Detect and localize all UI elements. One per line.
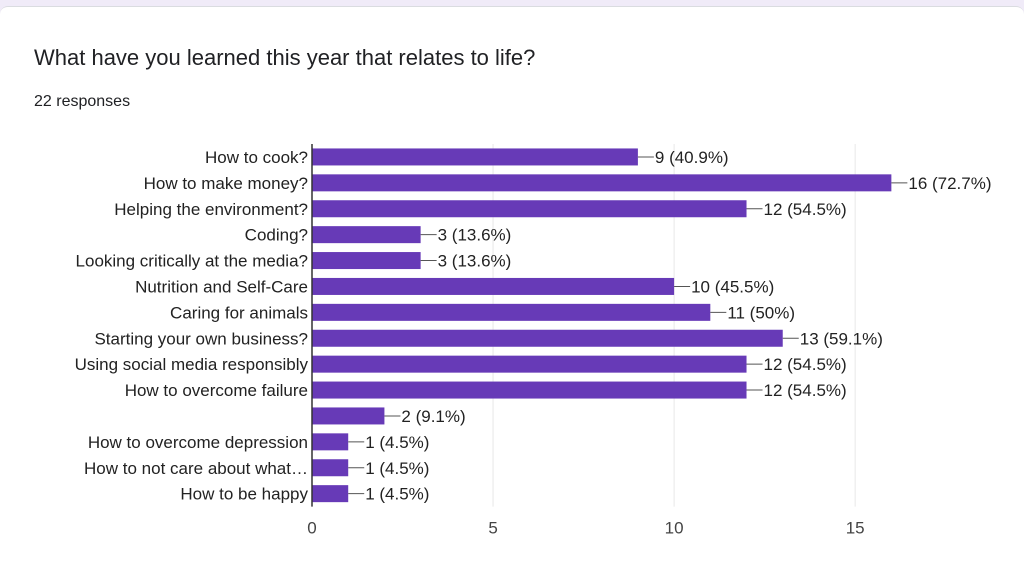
data-label: 10 (45.5%) (691, 277, 774, 296)
category-label: How to overcome failure (125, 381, 308, 400)
bar (312, 381, 747, 399)
data-label: 13 (59.1%) (800, 329, 883, 348)
data-label: 12 (54.5%) (764, 200, 847, 219)
bar (312, 303, 711, 321)
bar (312, 226, 421, 244)
data-label: 12 (54.5%) (764, 381, 847, 400)
category-label: Helping the environment? (114, 200, 308, 219)
data-label: 1 (4.5%) (365, 485, 429, 504)
bar (312, 252, 421, 270)
category-label: How to be happy (180, 485, 308, 504)
category-label: Nutrition and Self-Care (135, 277, 308, 296)
category-label: How to not care about what… (84, 459, 308, 478)
data-label: 16 (72.7%) (908, 174, 991, 193)
category-label: Caring for animals (170, 303, 308, 322)
category-label: How to overcome depression (88, 433, 308, 452)
x-tick-label: 15 (846, 519, 865, 538)
x-tick-label: 10 (665, 519, 684, 538)
data-label: 9 (40.9%) (655, 148, 729, 167)
bar (312, 148, 638, 166)
x-tick-label: 5 (488, 519, 497, 538)
grid-lines (492, 144, 856, 507)
bar (312, 329, 783, 347)
bar (312, 355, 747, 373)
question-title: What have you learned this year that rel… (34, 45, 536, 70)
data-label: 1 (4.5%) (365, 433, 429, 452)
data-label: 12 (54.5%) (764, 355, 847, 374)
labels: 0 5 10 15 How to cook? 9 (40.9%) How to make m… (75, 148, 992, 538)
data-label: 11 (50%) (727, 303, 795, 322)
response-count: 22 responses (34, 93, 131, 110)
category-label: Coding? (245, 226, 308, 245)
bar (312, 174, 892, 192)
bar (312, 407, 385, 425)
x-tick-label: 0 (307, 519, 316, 538)
data-label: 3 (13.6%) (438, 252, 512, 271)
bar (312, 200, 747, 218)
data-label: 1 (4.5%) (365, 459, 429, 478)
bar (312, 459, 349, 477)
bar (312, 277, 675, 295)
bar (312, 433, 349, 451)
category-label: How to cook? (205, 148, 308, 167)
bar (312, 485, 349, 503)
bars (312, 148, 892, 503)
category-label: Using social media responsibly (75, 355, 309, 374)
category-label: Starting your own business? (94, 329, 308, 348)
data-label: 2 (9.1%) (401, 407, 465, 426)
category-label: Looking critically at the media? (76, 252, 308, 271)
category-label: How to make money? (144, 174, 308, 193)
data-label: 3 (13.6%) (438, 226, 512, 245)
